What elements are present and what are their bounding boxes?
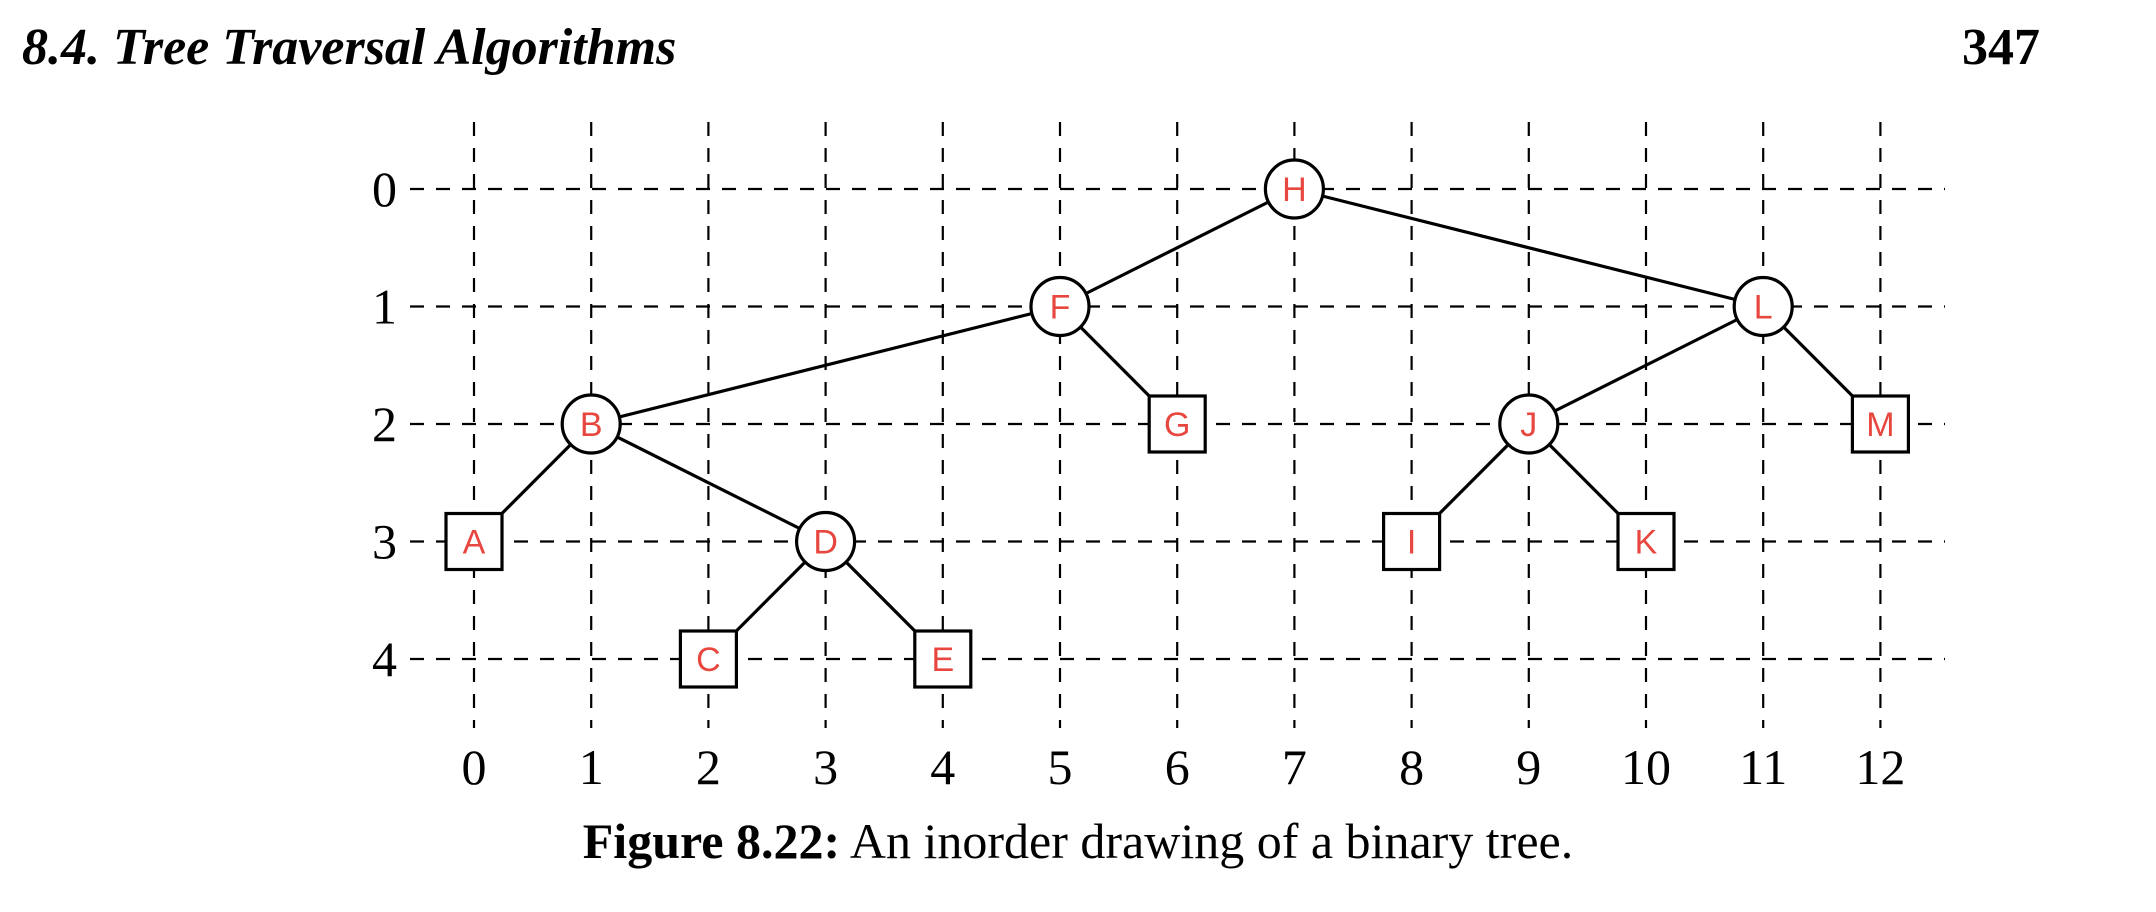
node-K-square <box>1616 511 1676 572</box>
x-tick-label-9: 9 <box>1516 739 1541 795</box>
node-L-label: L <box>1754 289 1773 327</box>
node-M: M <box>1850 394 1911 454</box>
node-J-label: J <box>1520 406 1537 444</box>
y-tick-label-3: 3 <box>372 514 397 570</box>
node-G-label: G <box>1164 406 1190 444</box>
node-I: I <box>1381 511 1442 572</box>
node-I-label: I <box>1407 524 1416 562</box>
y-tick-label-0: 0 <box>372 161 397 217</box>
section-title: 8.4. Tree Traversal Algorithms <box>22 19 677 76</box>
caption-text: An inorder drawing of a binary tree. <box>840 813 1574 869</box>
caption-label: Figure 8.22: <box>582 813 841 869</box>
node-L-circle <box>1732 275 1794 338</box>
x-tick-label-3: 3 <box>813 739 838 795</box>
node-K-label: K <box>1635 524 1658 562</box>
x-tick-label-8: 8 <box>1399 739 1424 795</box>
y-tick-label-4: 4 <box>372 631 397 687</box>
node-B: B <box>560 393 622 455</box>
edge-B-D <box>590 422 827 543</box>
node-J-circle <box>1498 393 1560 455</box>
node-C: C <box>678 629 739 689</box>
grid <box>410 122 1945 728</box>
node-J: J <box>1498 393 1560 455</box>
node-D-label: D <box>813 524 838 562</box>
edge-H-L <box>1294 187 1764 309</box>
node-D: D <box>794 510 857 573</box>
nodes: H F L B G J M A D I K C E <box>444 158 1911 689</box>
node-G: G <box>1147 394 1207 454</box>
node-H: H <box>1263 158 1326 220</box>
figure-caption: Figure 8.22: An inorder drawing of a bin… <box>0 812 2156 870</box>
page-number: 347 <box>1962 19 2040 76</box>
x-tick-label-12: 12 <box>1855 739 1905 795</box>
node-D-circle <box>794 510 857 573</box>
node-G-square <box>1147 394 1207 454</box>
node-M-label: M <box>1866 406 1894 444</box>
node-F: F <box>1029 275 1091 338</box>
x-tick-label-0: 0 <box>462 739 487 795</box>
edge-F-B <box>590 304 1061 426</box>
node-F-circle <box>1029 275 1091 338</box>
node-B-label: B <box>580 406 603 444</box>
node-L: L <box>1732 275 1794 338</box>
node-A: A <box>444 511 504 572</box>
node-H-label: H <box>1282 171 1307 209</box>
x-tick-label-10: 10 <box>1621 739 1671 795</box>
node-K: K <box>1616 511 1676 572</box>
node-C-square <box>678 629 739 689</box>
node-A-label: A <box>463 524 486 562</box>
node-B-circle <box>560 393 622 455</box>
node-H-circle <box>1263 158 1326 220</box>
node-F-label: F <box>1050 289 1071 327</box>
node-A-square <box>444 511 504 572</box>
node-E: E <box>913 629 973 689</box>
x-tick-label-1: 1 <box>579 739 604 795</box>
node-M-square <box>1850 394 1911 454</box>
x-tick-label-5: 5 <box>1048 739 1073 795</box>
x-tick-label-4: 4 <box>930 739 955 795</box>
x-tick-label-2: 2 <box>696 739 721 795</box>
node-I-square <box>1381 511 1442 572</box>
node-E-label: E <box>931 641 954 679</box>
x-tick-label-11: 11 <box>1739 739 1787 795</box>
y-tick-label-2: 2 <box>372 396 397 452</box>
node-C-label: C <box>696 641 721 679</box>
x-tick-label-7: 7 <box>1282 739 1307 795</box>
y-tick-label-1: 1 <box>372 279 397 335</box>
edge-H-F <box>1059 187 1296 308</box>
node-E-square <box>913 629 973 689</box>
edge-L-J <box>1528 305 1764 426</box>
x-tick-label-6: 6 <box>1165 739 1190 795</box>
